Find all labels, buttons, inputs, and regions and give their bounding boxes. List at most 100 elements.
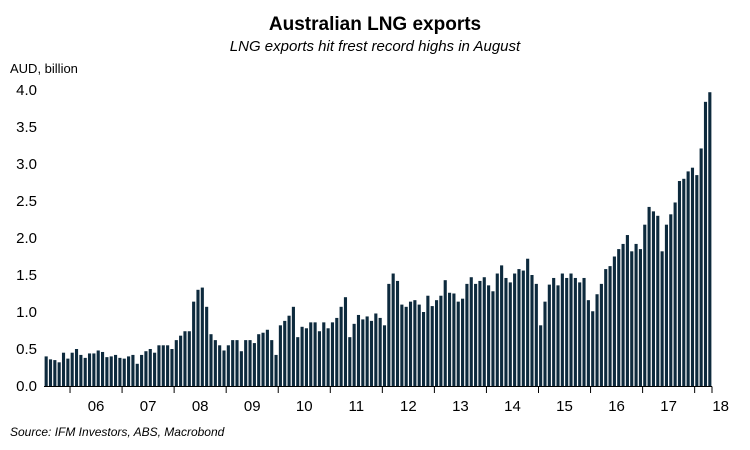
bar [166,345,170,386]
bar [421,312,426,386]
bar [664,224,669,386]
bar [634,243,638,386]
bar [569,273,573,386]
bar [265,329,269,386]
bar [183,331,187,386]
bar [53,360,57,386]
bar [573,277,577,386]
bar [552,277,556,386]
bar [651,211,655,386]
bar [179,335,183,386]
bar [612,256,616,386]
bar [435,300,439,386]
y-axis-tick-labels: 0.0 0.5 1.0 1.5 2.0 2.5 3.0 3.5 4.0 [16,82,37,395]
bar [153,352,157,386]
bar [526,258,530,386]
bar [226,345,230,386]
bar [400,304,404,386]
bar [487,285,491,386]
bar [365,316,369,386]
bar [617,249,621,386]
bar [330,322,335,386]
bar [469,277,473,386]
bar [304,328,308,386]
y-tick-label: 3.5 [16,119,37,136]
x-tick-label: 10 [296,398,313,415]
y-tick-label: 3.0 [16,156,37,173]
bar [482,277,486,386]
bar [157,345,161,386]
bar [708,92,712,386]
bar [556,285,560,386]
x-tick-label: 06 [88,398,105,415]
bar [248,340,252,386]
bar [387,283,391,386]
bar [161,345,165,386]
bar [586,300,590,386]
source-note: Source: IFM Investors, ABS, Macrobond [10,425,225,439]
bar [231,340,235,386]
y-tick-label: 1.5 [16,267,37,284]
bar [114,354,118,386]
bar [244,340,248,386]
bar [582,277,586,386]
y-tick-label: 1.0 [16,304,37,321]
bar [378,317,382,386]
bar [686,171,690,386]
bar [317,331,321,386]
bar [300,326,304,386]
bar [478,280,482,386]
bar [608,266,612,386]
y-tick-label: 4.0 [16,82,37,99]
bar [213,340,217,386]
bar [690,167,695,386]
bars [44,92,712,386]
bar [322,322,326,386]
x-tick-label: 15 [556,398,573,415]
bar [703,101,708,386]
bar [591,311,595,386]
bar [79,354,83,386]
bar [361,319,365,386]
y-axis-unit-label: AUD, billion [10,61,78,76]
x-tick-label: 18 [712,398,729,415]
bar [643,224,647,386]
bar [595,294,599,386]
bar [417,304,421,386]
bar [174,340,178,386]
bar [677,181,682,386]
bar [118,357,122,386]
bar [170,349,174,386]
bar [83,357,87,386]
bar [261,332,265,386]
bar [408,301,413,386]
bar [699,148,703,386]
bar [140,354,144,386]
bar [209,334,213,386]
bar [127,356,131,386]
bar [682,178,686,386]
bar [560,273,564,386]
bar [517,269,521,386]
x-tick-label: 07 [140,398,157,415]
bar [61,352,66,386]
bar [426,295,430,386]
bar [647,206,651,386]
bar [70,352,74,386]
bar [439,295,443,386]
bar [508,282,512,386]
chart-title: Australian LNG exports [269,14,481,35]
bar [465,283,469,386]
bar [218,345,222,386]
bar [500,265,504,386]
bar [599,283,603,386]
bar [448,292,452,386]
x-axis-ticks: 06 07 08 09 10 11 12 13 14 15 16 17 18 [69,386,729,415]
bar [673,202,677,386]
bar [287,315,291,386]
bar [235,340,239,386]
bar [539,325,543,386]
bar [348,337,352,386]
x-tick-label: 16 [608,398,625,415]
bar [391,273,395,386]
